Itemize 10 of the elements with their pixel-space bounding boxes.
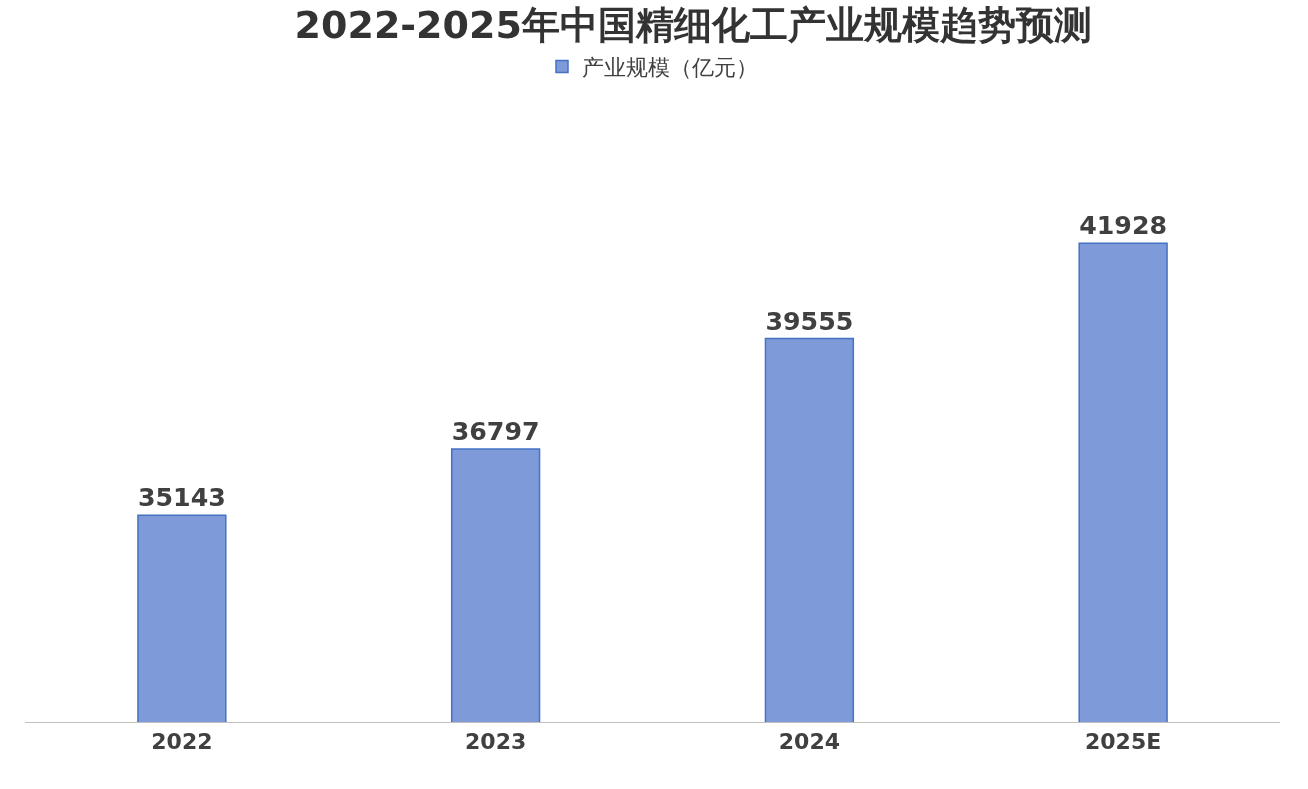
- data-label: 41928: [1079, 211, 1168, 241]
- x-tick-label: 2025E: [1085, 729, 1162, 755]
- data-label: 35143: [137, 483, 226, 513]
- x-tick-label: 2022: [151, 729, 213, 755]
- data-label: 39555: [765, 306, 854, 336]
- data-label: 36797: [451, 417, 540, 447]
- legend-label: 产业规模（亿元）: [582, 55, 758, 80]
- x-tick-label: 2023: [465, 729, 527, 755]
- chart-title: 2022-2025年中国精细化工产业规模趋势预测: [294, 3, 1092, 48]
- x-tick-label: 2024: [778, 729, 840, 755]
